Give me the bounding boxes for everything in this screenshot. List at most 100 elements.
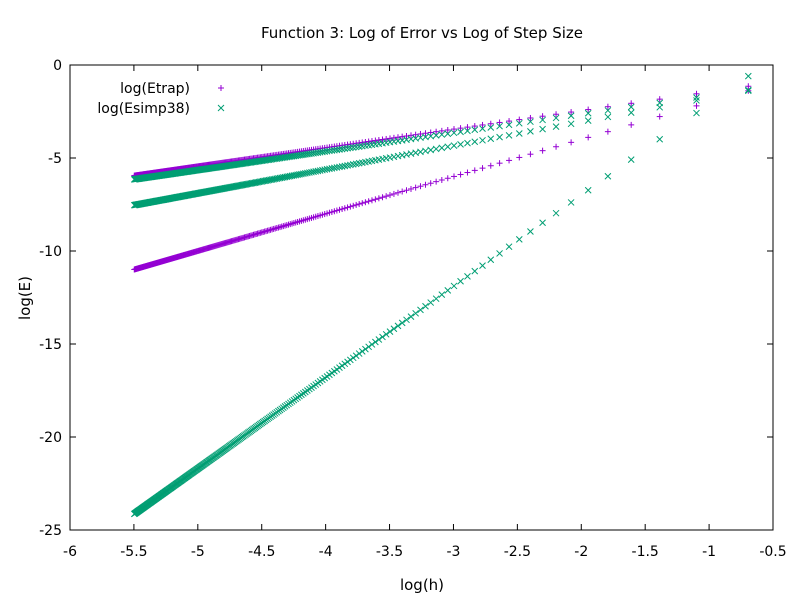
x-marker — [349, 144, 357, 151]
plus-marker — [585, 106, 592, 113]
x-marker — [303, 169, 311, 177]
plus-marker — [383, 193, 390, 200]
x-marker — [505, 243, 513, 251]
plus-marker — [218, 85, 224, 91]
plus-marker — [407, 185, 414, 192]
plus-marker — [344, 204, 351, 211]
plus-marker — [417, 130, 424, 137]
x-marker — [372, 338, 379, 346]
plus-marker — [427, 180, 434, 187]
x-marker — [479, 125, 486, 133]
x-marker — [355, 350, 363, 357]
x-marker — [656, 99, 664, 107]
x-marker — [693, 94, 700, 101]
x-marker — [217, 104, 225, 112]
plus-marker — [350, 202, 357, 209]
plus-marker — [372, 196, 379, 203]
plus-marker — [438, 176, 445, 183]
x-marker — [487, 124, 495, 131]
x-marker — [515, 130, 523, 137]
plus-marker — [604, 103, 611, 110]
x-marker — [432, 145, 440, 153]
plus-marker — [336, 206, 343, 213]
y-tick-label: -20 — [39, 430, 62, 446]
x-marker — [444, 143, 452, 151]
plus-marker — [399, 133, 406, 140]
legend-label: log(Etrap) — [120, 81, 190, 97]
plus-marker — [394, 189, 401, 196]
x-tick-label: -4 — [319, 544, 333, 560]
x-marker — [130, 175, 138, 183]
plus-marker — [444, 175, 451, 182]
x-marker — [438, 291, 446, 298]
x-marker — [130, 201, 138, 209]
x-marker — [450, 142, 458, 149]
plus-marker — [496, 160, 503, 167]
plus-marker — [451, 126, 458, 133]
x-marker — [539, 219, 546, 227]
plus-marker — [457, 171, 464, 178]
axis-ticks: -6 -5.5 -5 -4.5 -4 -3.5 -3 -2.5 -2 -1.5 -1 -0.5 0 -5 -… — [39, 58, 787, 560]
x-marker — [471, 126, 479, 134]
x-marker — [656, 135, 664, 143]
x-marker — [567, 199, 575, 206]
x-marker — [527, 128, 534, 135]
x-marker — [539, 116, 546, 124]
x-tick-label: -4.5 — [248, 544, 275, 560]
plus-marker — [390, 134, 397, 141]
plus-marker — [444, 126, 451, 133]
plus-marker — [693, 102, 700, 109]
y-tick-label: -25 — [39, 523, 62, 539]
x-marker — [386, 328, 394, 335]
x-marker — [444, 287, 452, 294]
x-marker — [368, 341, 376, 348]
x-marker — [464, 272, 471, 280]
plus-marker — [412, 184, 419, 191]
plus-marker — [464, 124, 471, 131]
x-marker — [382, 330, 390, 338]
x-marker — [352, 352, 360, 360]
x-marker — [432, 295, 440, 303]
x-tick-label: -1 — [702, 544, 716, 560]
plot-frame — [69, 64, 774, 531]
x-marker — [338, 163, 346, 170]
plus-marker — [422, 181, 429, 188]
plus-marker — [386, 135, 393, 142]
x-marker — [365, 343, 372, 351]
x-marker — [627, 156, 635, 163]
plus-marker — [487, 162, 494, 169]
plus-marker — [745, 83, 752, 90]
x-marker — [552, 114, 560, 122]
plus-marker — [496, 119, 503, 126]
legend: log(Etrap) log(Esimp38) — [97, 81, 225, 117]
legend-label: log(Esimp38) — [97, 101, 190, 117]
x-marker — [130, 510, 138, 518]
x-marker — [394, 322, 402, 330]
x-marker — [375, 336, 383, 343]
x-marker — [627, 103, 635, 111]
plus-marker — [438, 127, 445, 134]
y-axis-label: log(E) — [16, 276, 34, 320]
x-marker — [344, 358, 351, 366]
plus-marker — [527, 114, 534, 121]
x-marker — [398, 319, 406, 327]
x-marker — [457, 141, 464, 148]
plus-marker — [656, 113, 663, 120]
plus-marker — [471, 167, 478, 174]
plot-border — [69, 64, 774, 531]
x-marker — [744, 87, 752, 95]
plus-marker — [422, 130, 429, 137]
x-marker — [390, 325, 398, 333]
x-marker — [438, 131, 446, 138]
plus-marker — [375, 195, 382, 202]
x-marker — [252, 179, 260, 186]
plus-marker — [353, 201, 360, 208]
x-marker — [515, 236, 523, 243]
plus-marker — [131, 266, 138, 273]
plus-marker — [339, 206, 346, 213]
plus-marker — [553, 143, 560, 150]
x-marker — [341, 145, 349, 153]
x-marker — [627, 109, 635, 116]
plus-marker — [433, 178, 440, 185]
x-marker — [450, 282, 458, 290]
